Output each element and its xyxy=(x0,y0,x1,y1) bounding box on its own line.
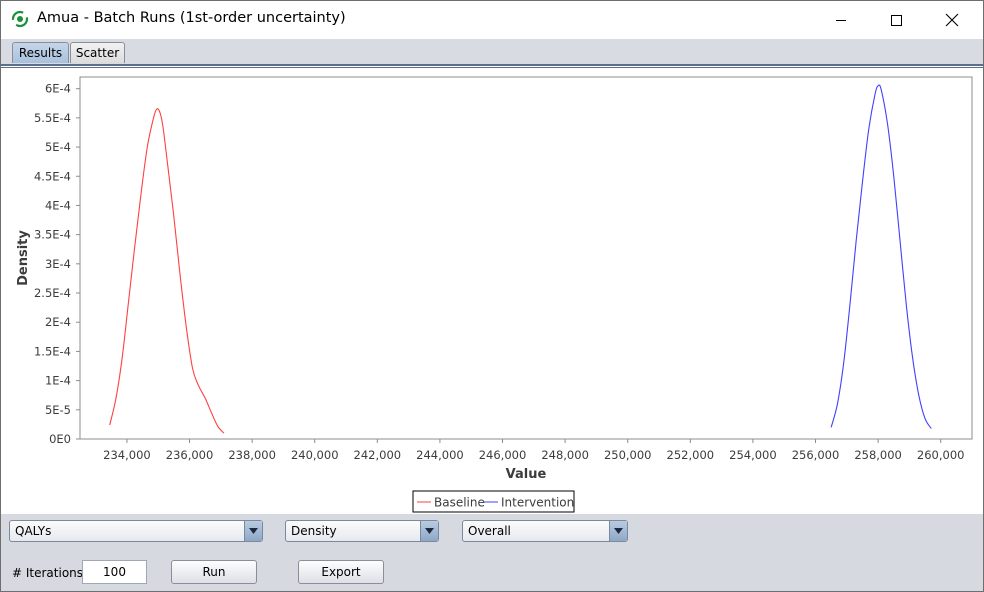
y-tick-label: 4E-4 xyxy=(45,198,71,212)
tab-divider-inner xyxy=(1,67,983,68)
y-tick-label: 3.5E-4 xyxy=(34,228,71,242)
chevron-down-icon xyxy=(244,521,262,541)
x-tick-label: 234,000 xyxy=(103,448,151,462)
close-icon xyxy=(945,13,959,27)
display-select-value: Density xyxy=(291,524,337,538)
y-tick-label: 2.5E-4 xyxy=(34,286,71,300)
chart-legend: Baseline Intervention xyxy=(412,490,575,513)
y-tick-label: 4.5E-4 xyxy=(34,169,71,183)
display-select[interactable]: Density xyxy=(285,520,439,542)
y-tick-label: 1.5E-4 xyxy=(34,344,71,358)
y-tick-label: 6E-4 xyxy=(45,82,71,96)
window-title: Amua - Batch Runs (1st-order uncertainty… xyxy=(37,10,346,26)
amua-app-icon xyxy=(11,10,29,28)
y-axis: 0E0 5E-5 1E-4 1.5E-4 2E-4 2.5E-4 3E-4 3.5E-4 4E-… xyxy=(34,82,80,446)
y-tick-label: 5E-4 xyxy=(45,140,71,154)
controls-panel: QALYs Density Overall # Iterations: Run … xyxy=(1,514,983,591)
outcome-select[interactable]: QALYs xyxy=(9,520,263,542)
x-tick-label: 254,000 xyxy=(729,448,777,462)
minimize-icon xyxy=(836,20,846,21)
minimize-button[interactable] xyxy=(818,1,864,39)
outcome-select-value: QALYs xyxy=(15,524,52,538)
series-layer xyxy=(109,84,932,434)
y-tick-label: 1E-4 xyxy=(45,374,71,388)
x-tick-label: 248,000 xyxy=(541,448,589,462)
group-select[interactable]: Overall xyxy=(462,520,628,542)
y-tick-label: 2E-4 xyxy=(45,315,71,329)
y-tick-label: 5E-5 xyxy=(45,403,71,417)
y-tick-label: 3E-4 xyxy=(45,257,71,271)
series-line-baseline xyxy=(109,108,225,434)
close-button[interactable] xyxy=(929,1,975,39)
maximize-icon xyxy=(890,14,902,26)
x-tick-label: 242,000 xyxy=(354,448,402,462)
tab-scatter[interactable]: Scatter xyxy=(70,42,125,63)
maximize-button[interactable] xyxy=(873,1,919,39)
y-tick-label: 5.5E-4 xyxy=(34,111,71,125)
title-bar: Amua - Batch Runs (1st-order uncertainty… xyxy=(1,1,983,39)
iterations-label: # Iterations: xyxy=(12,566,88,580)
density-chart: 0E0 5E-5 1E-4 1.5E-4 2E-4 2.5E-4 3E-4 3.5E-4 4E-… xyxy=(1,68,983,514)
x-tick-label: 236,000 xyxy=(166,448,214,462)
x-axis-label: Value xyxy=(506,467,547,482)
y-axis-label: Density xyxy=(16,230,31,286)
tab-results[interactable]: Results xyxy=(12,42,69,63)
chevron-down-icon xyxy=(609,521,627,541)
chart-canvas: 0E0 5E-5 1E-4 1.5E-4 2E-4 2.5E-4 3E-4 3.5E-4 4E-… xyxy=(16,76,973,513)
x-tick-label: 252,000 xyxy=(667,448,715,462)
tab-strip: Results Scatter xyxy=(1,39,983,64)
x-axis: 234,000 236,000 238,000 240,000 242,000 244,0… xyxy=(103,439,964,462)
legend-label-baseline: Baseline xyxy=(434,496,485,510)
x-tick-label: 256,000 xyxy=(792,448,840,462)
run-button[interactable]: Run xyxy=(171,560,257,584)
tab-divider xyxy=(1,64,983,66)
x-tick-label: 250,000 xyxy=(604,448,652,462)
x-tick-label: 258,000 xyxy=(854,448,902,462)
x-tick-label: 238,000 xyxy=(228,448,276,462)
plot-frame xyxy=(79,76,973,440)
x-tick-label: 260,000 xyxy=(917,448,965,462)
series-line-intervention xyxy=(830,84,932,429)
x-tick-label: 240,000 xyxy=(291,448,339,462)
export-button[interactable]: Export xyxy=(298,560,384,584)
x-tick-label: 246,000 xyxy=(479,448,527,462)
iterations-input[interactable] xyxy=(82,560,147,584)
y-tick-label: 0E0 xyxy=(49,432,71,446)
group-select-value: Overall xyxy=(468,524,511,538)
chevron-down-icon xyxy=(420,521,438,541)
x-tick-label: 244,000 xyxy=(416,448,464,462)
legend-label-intervention: Intervention xyxy=(501,496,574,510)
